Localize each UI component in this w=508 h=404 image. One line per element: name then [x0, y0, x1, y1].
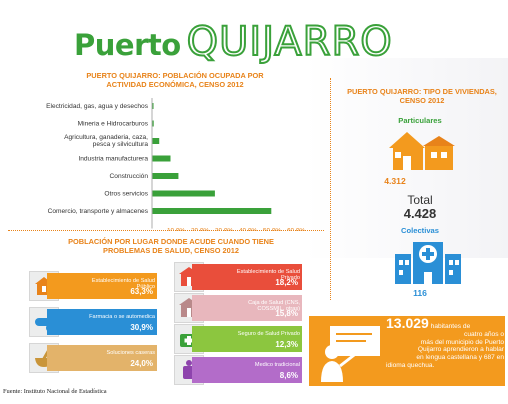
health-item-traditional: Medico tradicional 8,6% — [192, 357, 302, 383]
bar — [152, 155, 171, 162]
health-label: Soluciones caseras — [106, 350, 155, 356]
health-value: 63,3% — [130, 287, 153, 296]
language-text-e: en lengua castellana y 687 en — [416, 354, 504, 362]
health-value: 12,3% — [275, 340, 298, 349]
colectivas-label: Colectivas — [401, 226, 439, 235]
category-label: Mineria e Hidrocarburos — [78, 121, 149, 128]
occupation-title: PUERTO QUIJARRO: POBLACIÓN OCUPADA POR A… — [60, 71, 290, 89]
health-label: Establecimiento de Salud Público — [91, 278, 155, 290]
health-label: Farmacia o se automedica — [89, 314, 155, 320]
section-divider — [8, 230, 324, 231]
occupation-title-line1: PUERTO QUIJARRO: POBLACIÓN OCUPADA POR — [86, 71, 264, 80]
health-item-pharmacy: Farmacia o se automedica 30,9% — [47, 309, 157, 335]
x-tick-label: 20,0% — [191, 228, 209, 232]
health-item-health-fund: Caja de Salud (CNS, COSSMIL, otras) 15,8… — [192, 295, 302, 321]
x-tick-label: 50,0% — [263, 228, 281, 232]
particulares-label: Particulares — [398, 116, 442, 125]
total-label: Total — [407, 193, 433, 207]
language-text-d: Quijarro aprendieron a hablar — [417, 346, 504, 354]
hospital-building-icon — [395, 242, 461, 284]
health-label: Medico tradicional — [254, 362, 300, 368]
occupation-bar-chart: Electricidad, gas, agua y desechos Mineri… — [46, 98, 305, 232]
category-label: Construcción — [110, 173, 149, 180]
column-divider — [330, 78, 331, 300]
health-title: POBLACIÓN POR LUGAR DONDE ACUDE CUANDO T… — [40, 237, 302, 255]
category-label: Otros servicios — [104, 191, 148, 198]
health-item-private: Establecimiento de Salud Privado 18,2% — [192, 264, 302, 290]
x-tick-label: 60,0% — [287, 228, 305, 232]
language-number: 13.029 — [386, 315, 429, 331]
category-label: Agricultura, ganaderia, caza, — [64, 134, 148, 141]
x-tick-label: 30,0% — [215, 228, 233, 232]
category-label: Comercio, transporte y almacenes — [48, 208, 149, 215]
bar — [152, 190, 215, 197]
language-text-c: más del municipio de Puerto — [420, 338, 504, 346]
title-word-quijarro: QUIJARRO — [186, 19, 393, 65]
health-value: 18,2% — [275, 278, 298, 287]
page-title: Puerto QUIJARRO — [74, 14, 393, 65]
category-label: pesca y silvicultura — [93, 141, 149, 148]
background-watermark — [0, 58, 508, 258]
housing-title: PUERTO QUIJARRO: TIPO DE VIVIENDAS, CENS… — [338, 87, 506, 105]
housing-title-line1: PUERTO QUIJARRO: TIPO DE VIVIENDAS, — [347, 87, 497, 96]
health-value: 8,6% — [279, 371, 298, 380]
particulares-value: 4.312 — [384, 176, 406, 186]
title-word-puerto: Puerto — [74, 28, 181, 62]
health-label: Establecimiento de Salud Privado — [236, 269, 300, 281]
housing-title-line2: CENSO 2012 — [399, 95, 445, 105]
bar — [152, 208, 272, 214]
health-title-line2: PROBLEMAS DE SALUD, CENSO 2012 — [103, 245, 239, 255]
bar — [152, 173, 179, 179]
category-label: Electricidad, gas, agua y desechos — [46, 103, 149, 110]
language-text-f: idioma quechua. — [386, 361, 435, 369]
x-tick-label: 40,0% — [239, 228, 257, 232]
health-item-home-remedies: Soluciones caseras 24,0% — [47, 345, 157, 371]
health-item-public: Establecimiento de Salud Público 63,3% — [47, 273, 157, 299]
health-value: 15,8% — [275, 309, 298, 318]
health-title-line1: POBLACIÓN POR LUGAR DONDE ACUDE CUANDO T… — [68, 237, 274, 246]
colectivas-value: 116 — [413, 288, 427, 298]
teacher-icon — [321, 326, 380, 382]
health-item-private-insurance: Seguro de Salud Privado 12,3% — [192, 326, 302, 352]
total-value: 4.428 — [403, 206, 437, 221]
x-tick-label: 10,0% — [167, 228, 185, 232]
occupation-title-line2: ACTIVIDAD ECONÓMICA, CENSO 2012 — [106, 79, 244, 89]
health-label: Seguro de Salud Privado — [237, 331, 300, 337]
language-text-a: habitantes de — [430, 323, 471, 330]
language-text: 13.029 habitantes de cuatro años o más d… — [386, 316, 504, 370]
bar — [152, 138, 160, 144]
health-value: 24,0% — [130, 359, 153, 368]
health-value: 30,9% — [130, 323, 153, 332]
bar — [152, 120, 154, 127]
health-label: Caja de Salud (CNS, COSSMIL, otras) — [248, 300, 300, 312]
house-icon — [389, 132, 455, 170]
category-label: Industria manufacturera — [78, 156, 148, 163]
bar — [152, 103, 154, 109]
language-text-b: cuatro años o — [464, 330, 504, 338]
source-note: Fuente: Instituto Nacional de Estadístic… — [3, 388, 107, 395]
